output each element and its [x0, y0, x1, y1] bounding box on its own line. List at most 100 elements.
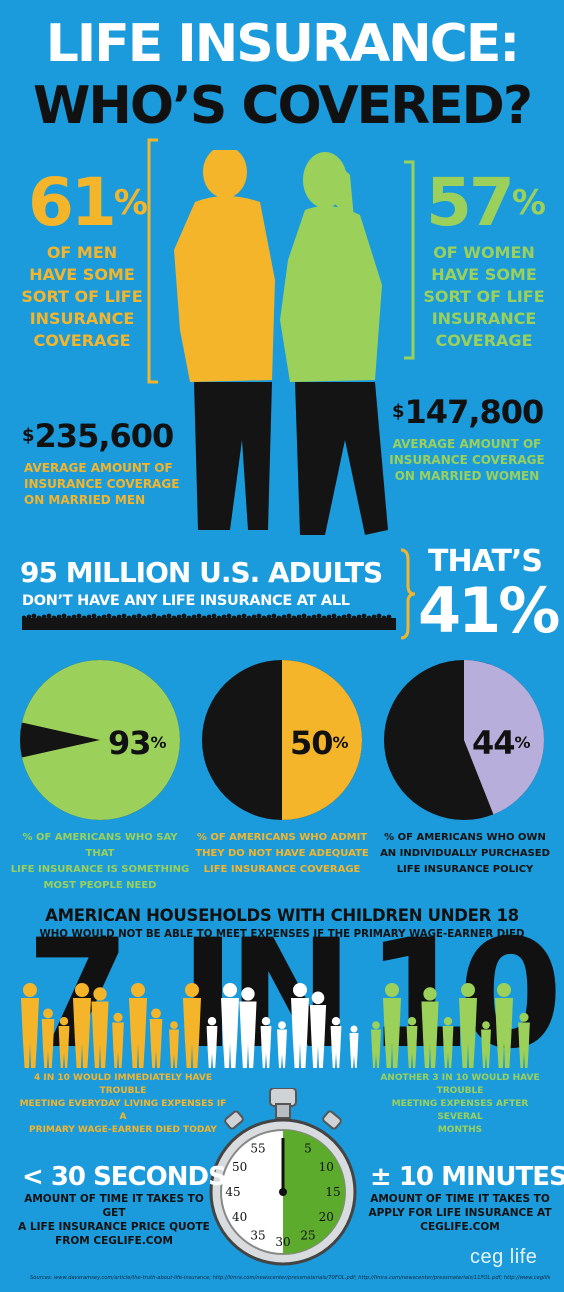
crowd-person: [286, 613, 292, 619]
pie-slice-remainder: [19, 722, 100, 758]
crowd-person: [356, 614, 362, 620]
women-coverage-line: INSURANCE: [431, 309, 537, 328]
pie-chart-need: [19, 660, 180, 820]
uninsured-headline: 95 MILLION U.S. ADULTS: [20, 556, 383, 589]
crowd-person: [141, 615, 147, 621]
pie-chart-individual: [384, 660, 544, 820]
crowd-person: [316, 613, 322, 619]
men-amount-value: 235,600: [34, 417, 175, 455]
men-coverage-text: OF MEN HAVE SOME SORT OF LIFE INSURANCE …: [12, 242, 152, 352]
dial-number: 45: [225, 1185, 240, 1199]
crowd-person: [136, 613, 142, 619]
crowd-person: [361, 613, 367, 619]
women-amount-value: 147,800: [404, 393, 545, 431]
family-person: [260, 1017, 272, 1068]
family-person: [239, 987, 257, 1068]
pie-slice-value: [464, 660, 544, 815]
men-coverage-line: INSURANCE: [29, 309, 135, 328]
ceglife-logo[interactable]: ceg life: [470, 1246, 538, 1268]
crowd-person: [321, 615, 327, 621]
left-bracket: [147, 138, 158, 384]
women-amount-caption-line: INSURANCE COVERAGE: [389, 453, 545, 467]
pie-caption-line: % OF AMERICANS WHO SAY THAT: [22, 832, 178, 859]
family-person: [349, 1025, 359, 1068]
crowd-person: [271, 613, 277, 619]
pie-slice-value: [282, 660, 362, 820]
family-person: [421, 987, 439, 1068]
family-person: [58, 1017, 70, 1068]
family-person: [129, 983, 147, 1068]
women-coverage-line: SORT OF LIFE: [423, 287, 545, 306]
woman-silhouette: [280, 152, 388, 535]
men-dollar-sign: $: [22, 425, 35, 446]
man-silhouette: [174, 150, 275, 530]
crowd-person: [296, 614, 302, 620]
pie-label-number: 44: [472, 724, 516, 762]
family-person: [21, 983, 39, 1068]
crowd-person: [251, 614, 257, 620]
dial-number: 40: [232, 1210, 247, 1224]
crowd-person: [311, 614, 317, 620]
family-person: [291, 983, 309, 1068]
crowd-person: [22, 615, 27, 621]
women-dollar-sign: $: [392, 401, 405, 422]
pie-caption-individual: % OF AMERICANS WHO OWN AN INDIVIDUALLY P…: [374, 830, 556, 878]
crowd-person: [276, 615, 282, 621]
dial-number: 55: [250, 1142, 265, 1156]
crowd-person: [66, 615, 72, 621]
family-person: [518, 1012, 530, 1068]
family-person: [277, 1021, 287, 1068]
women-coverage-text: OF WOMEN HAVE SOME SORT OF LIFE INSURANC…: [414, 242, 554, 352]
apply-time-caption-line: CEGLIFE.COM: [420, 1221, 500, 1233]
curly-brace: [400, 548, 416, 640]
dial-number: 10: [319, 1160, 334, 1174]
thats-label: THAT’S: [428, 544, 543, 579]
pie-caption-line: MOST PEOPLE NEED: [43, 880, 157, 891]
pie-label-sign: %: [514, 733, 531, 752]
crowd-person: [211, 613, 217, 619]
crowd-person: [351, 615, 357, 621]
crowd-person: [126, 615, 132, 621]
pie-caption-line: THEY DO NOT HAVE ADEQUATE: [195, 848, 369, 859]
pie-caption-inadequate: % OF AMERICANS WHO ADMIT THEY DO NOT HAV…: [192, 830, 372, 878]
crowd-person: [301, 613, 307, 619]
quote-time-caption: AMOUNT OF TIME IT TAKES TO GET A LIFE IN…: [16, 1192, 212, 1248]
women-amount-caption-line: AVERAGE AMOUNT OF: [392, 437, 542, 451]
pie-charts: [19, 660, 544, 820]
men-pct-sign: %: [113, 183, 148, 223]
pie-label-inadequate: 50%: [290, 718, 349, 774]
crowd-person: [231, 615, 237, 621]
crowd-person: [381, 615, 387, 621]
crowd-person: [81, 615, 87, 621]
pie-label-sign: %: [150, 733, 167, 752]
households-right-caption-line: MONTHS: [437, 1125, 483, 1135]
right-bracket: [404, 160, 415, 360]
crowd-person: [91, 613, 97, 619]
quote-time-caption-line: A LIFE INSURANCE PRICE QUOTE: [18, 1221, 210, 1233]
crowd-person: [106, 613, 112, 619]
crowd-person: [266, 614, 272, 620]
pie-caption-line: LIFE INSURANCE POLICY: [396, 864, 534, 875]
family-person: [459, 983, 477, 1068]
quote-time-caption-line: AMOUNT OF TIME IT TAKES TO GET: [24, 1193, 204, 1219]
crowd-person: [366, 615, 372, 621]
family-person: [112, 1012, 124, 1068]
men-amount: $235,600: [22, 416, 175, 462]
family-person: [169, 1021, 179, 1068]
men-amount-caption-line: ON MARRIED MEN: [24, 493, 146, 507]
crowd-person: [326, 614, 332, 620]
family-person: [183, 983, 201, 1068]
pie-caption-line: % OF AMERICANS WHO OWN: [384, 832, 546, 843]
crowd-person: [51, 615, 57, 621]
crowd-person: [261, 615, 267, 621]
crowd-person: [376, 613, 382, 619]
family-person: [206, 1017, 218, 1068]
crowd-person: [61, 613, 67, 619]
crowd-person: [76, 613, 82, 619]
crowd-person: [281, 614, 287, 620]
crowd-person: [186, 615, 192, 621]
family-silhouettes: [21, 983, 530, 1068]
women-coverage-line: HAVE SOME: [431, 265, 537, 284]
